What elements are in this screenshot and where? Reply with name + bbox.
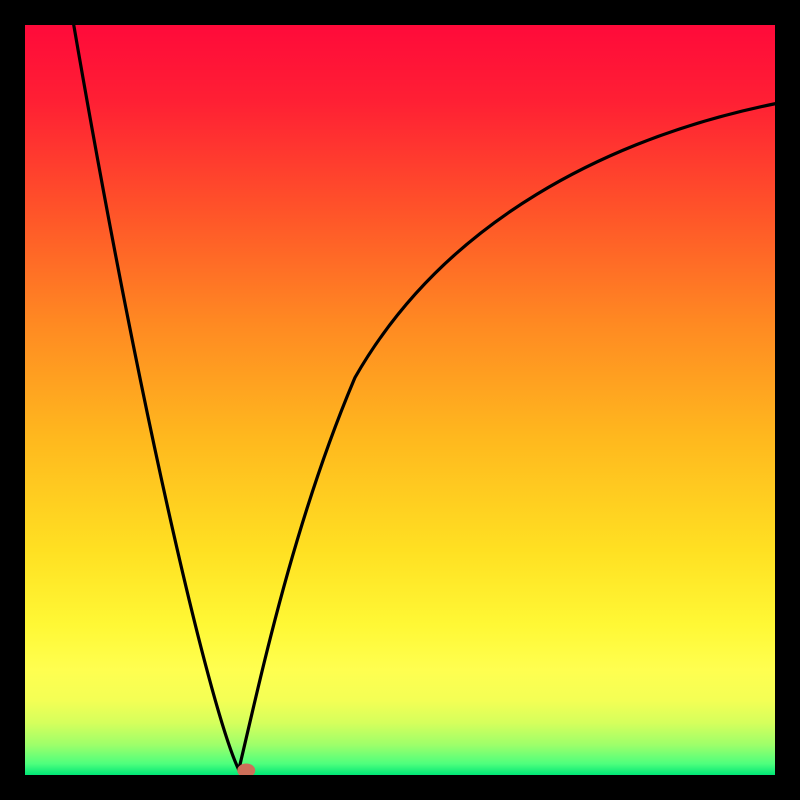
chart-container: TheBottleneck.com (0, 0, 800, 800)
bottleneck-curve-layer (0, 0, 800, 800)
bottleneck-curve (74, 25, 775, 770)
watermark-text: TheBottleneck.com (574, 2, 790, 29)
minimum-marker (237, 764, 255, 778)
